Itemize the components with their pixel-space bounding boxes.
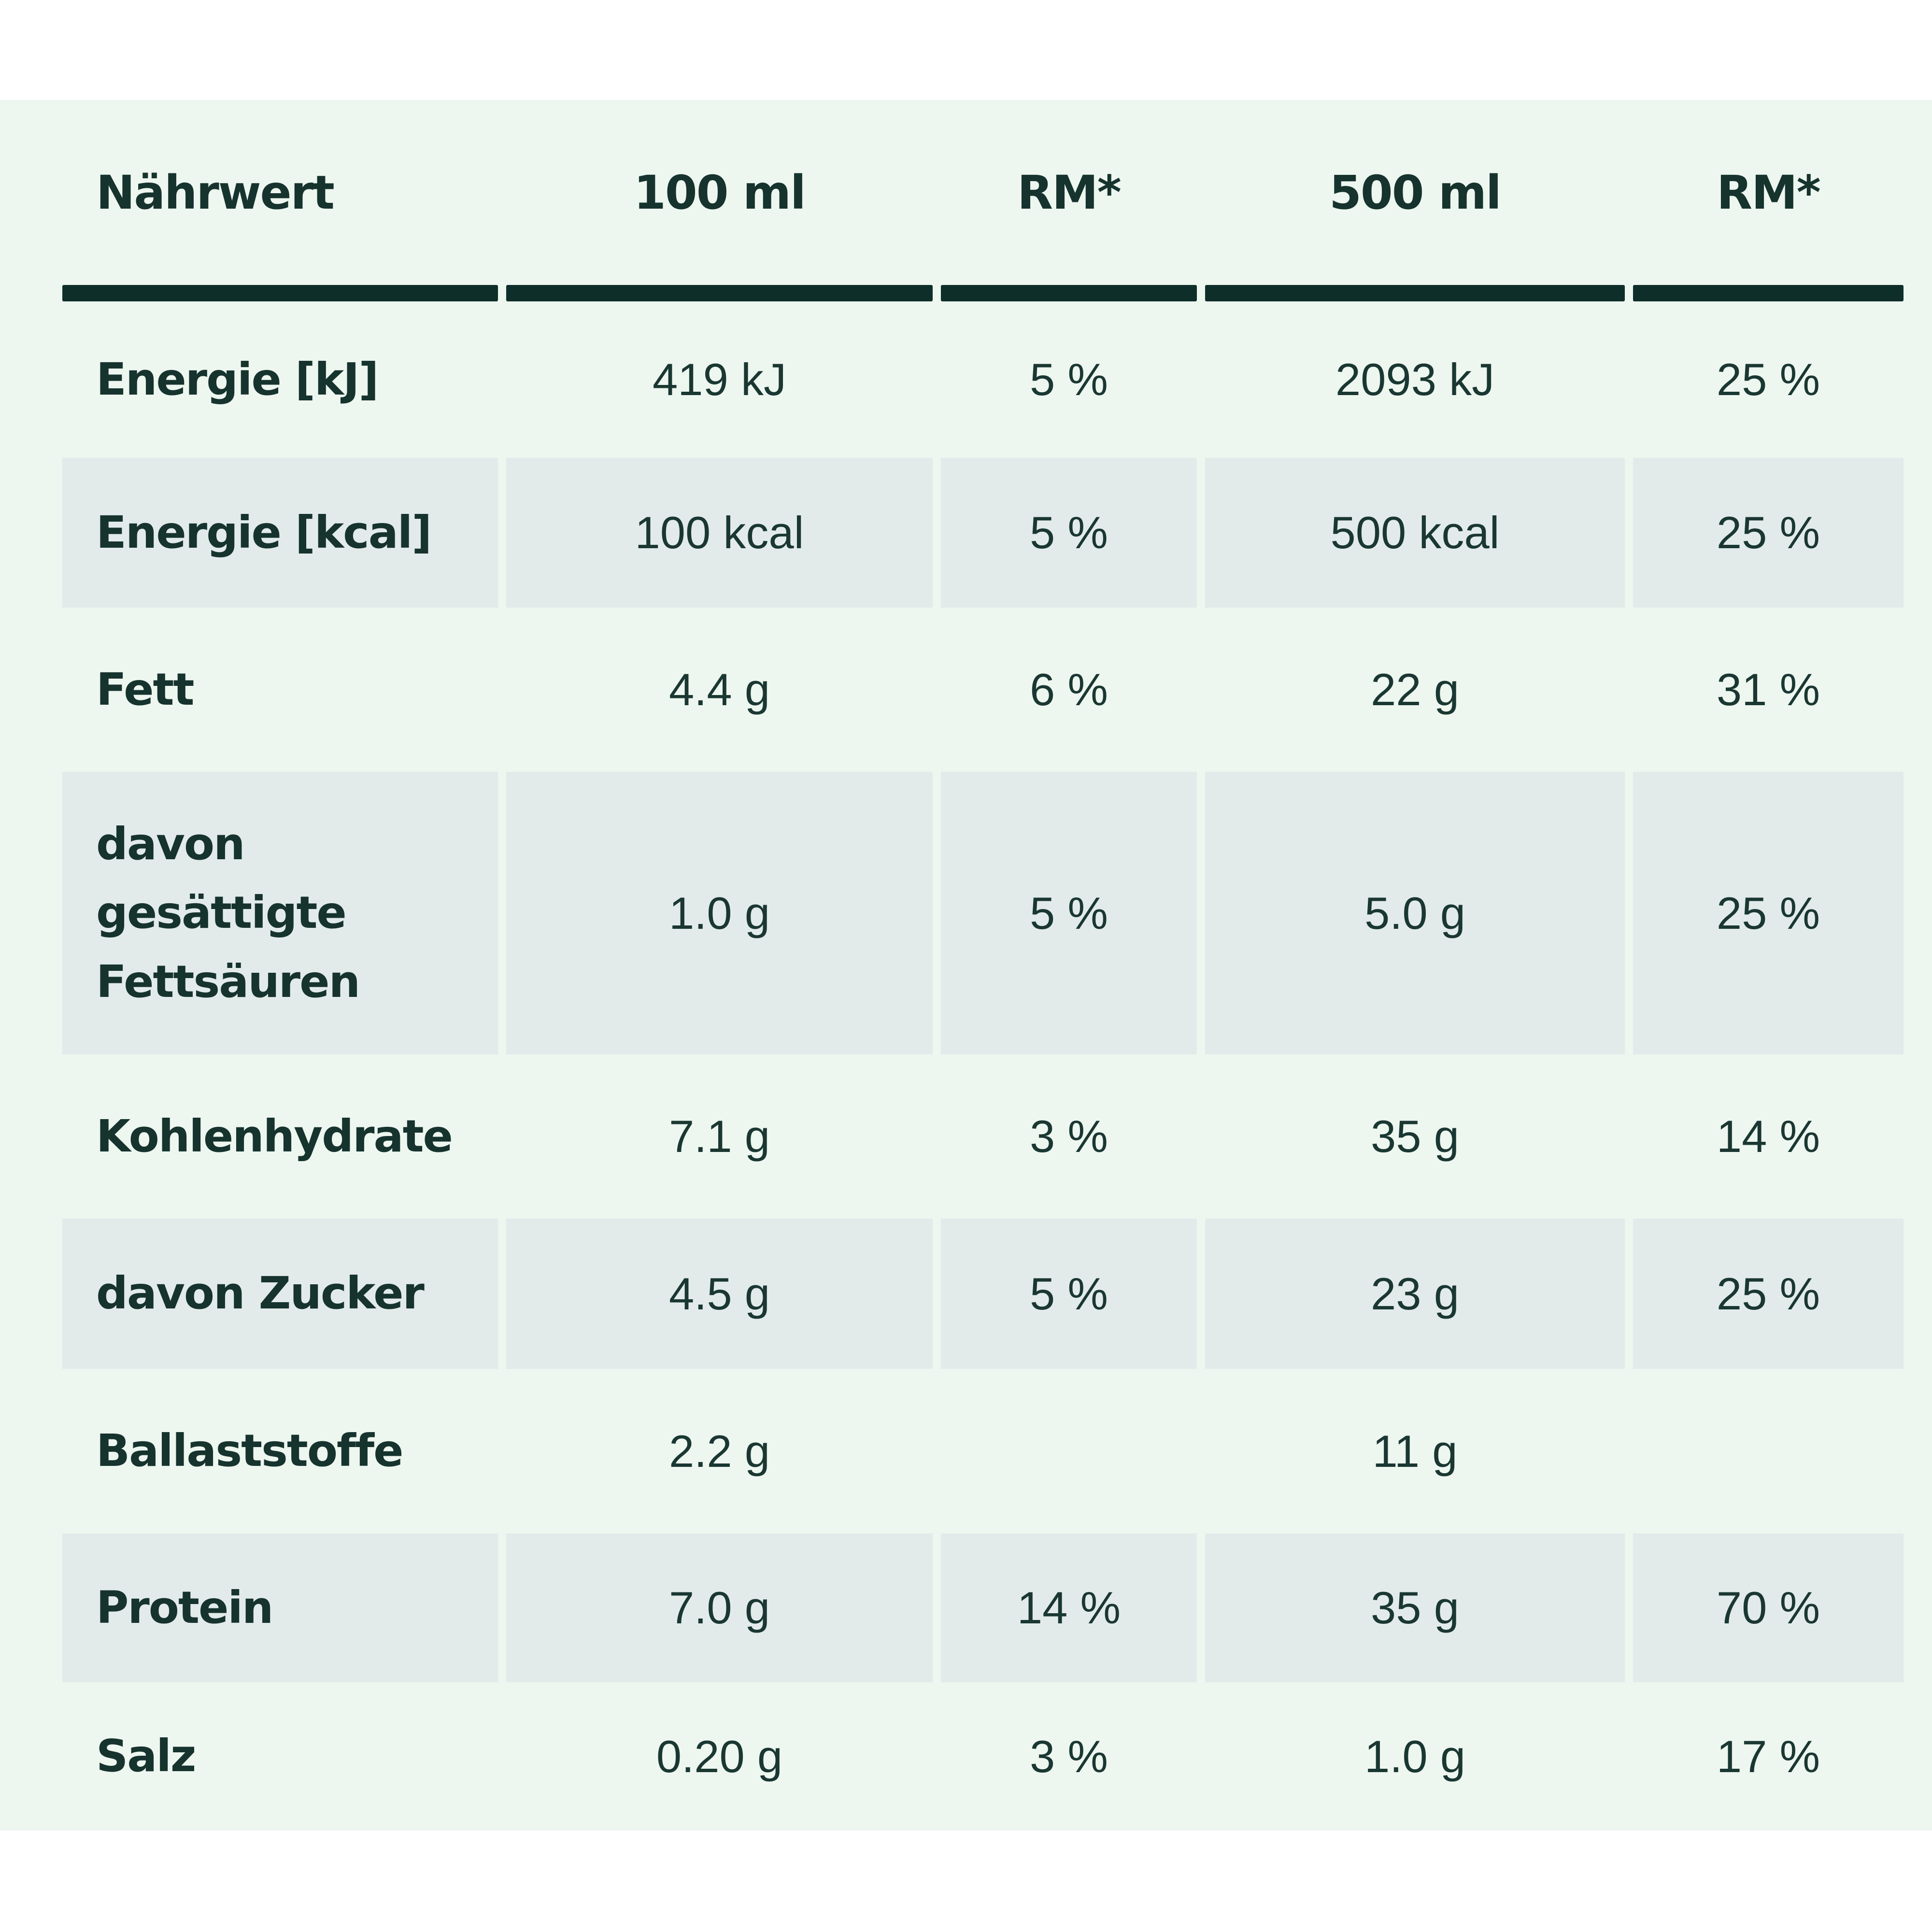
rm-500ml: 25 % (1633, 458, 1904, 608)
rm-100ml: 3 % (1030, 1111, 1108, 1162)
row-label: Energie [kJ] (96, 353, 379, 405)
value-100ml: 0.20 g (656, 1731, 783, 1782)
nutrition-panel: Nährwert 100 ml RM* 500 ml RM* Energie [… (0, 100, 1932, 1831)
rm-500ml: 25 % (1716, 354, 1820, 405)
rm-100ml: 3 % (1030, 1731, 1108, 1782)
value-100ml: 2.2 g (668, 1425, 770, 1477)
row-label: Kohlenhydrate (96, 1110, 453, 1162)
rm-500ml: 14 % (1716, 1111, 1820, 1162)
rm-500ml (1633, 1369, 1904, 1534)
row-label: Fett (96, 663, 194, 715)
rm-500ml: 17 % (1716, 1731, 1820, 1782)
column-header-500ml: 500 ml (1329, 165, 1502, 220)
row-label: Protein (62, 1534, 498, 1682)
row-label: Energie [kcal] (62, 458, 498, 608)
header-divider-bar (1205, 285, 1625, 301)
rm-100ml: 14 % (941, 1534, 1197, 1682)
value-100ml: 7.0 g (506, 1534, 933, 1682)
column-header-nutrient: Nährwert (96, 165, 335, 220)
table-row-gesaettigte-fettsaeuren: davon gesättigte Fettsäuren 1.0 g 5 % 5.… (62, 772, 1932, 1054)
value-500ml: 35 g (1205, 1534, 1625, 1682)
value-100ml: 100 kcal (506, 458, 933, 608)
table-row-davon-zucker: davon Zucker 4.5 g 5 % 23 g 25 % (62, 1219, 1932, 1369)
row-label: davon gesättigte Fettsäuren (62, 772, 498, 1054)
table-row-fett: Fett 4.4 g 6 % 22 g 31 % (62, 608, 1932, 772)
table-row-protein: Protein 7.0 g 14 % 35 g 70 % (62, 1534, 1932, 1682)
column-header-rm-500ml: RM* (1717, 165, 1821, 220)
table-row-energie-kj: Energie [kJ] 419 kJ 5 % 2093 kJ 25 % (62, 301, 1932, 458)
rm-100ml (941, 1369, 1197, 1534)
column-header-100ml: 100 ml (634, 165, 806, 220)
header-divider-bar (62, 285, 498, 301)
rm-500ml: 25 % (1633, 772, 1904, 1054)
value-100ml: 1.0 g (506, 772, 933, 1054)
row-label: Salz (96, 1730, 196, 1782)
value-500ml: 5.0 g (1205, 772, 1625, 1054)
rm-500ml: 25 % (1633, 1219, 1904, 1369)
rm-500ml: 70 % (1633, 1534, 1904, 1682)
value-500ml: 2093 kJ (1335, 354, 1495, 405)
table-row-kohlenhydrate: Kohlenhydrate 7.1 g 3 % 35 g 14 % (62, 1054, 1932, 1219)
value-500ml: 1.0 g (1364, 1731, 1466, 1782)
value-100ml: 4.4 g (668, 664, 770, 715)
value-500ml: 22 g (1371, 664, 1459, 715)
nutrition-table: Nährwert 100 ml RM* 500 ml RM* Energie [… (0, 100, 1932, 1831)
value-500ml: 23 g (1205, 1219, 1625, 1369)
table-row-energie-kcal: Energie [kcal] 100 kcal 5 % 500 kcal 25 … (62, 458, 1932, 608)
table-header-row: Nährwert 100 ml RM* 500 ml RM* (62, 100, 1932, 285)
row-label: Ballaststoffe (96, 1425, 404, 1477)
header-divider-bar (941, 285, 1197, 301)
table-row-salz: Salz 0.20 g 3 % 1.0 g 17 % (62, 1682, 1932, 1831)
value-500ml: 11 g (1372, 1425, 1458, 1477)
rm-100ml: 5 % (1030, 354, 1108, 405)
header-divider-bar (1633, 285, 1904, 301)
value-100ml: 419 kJ (653, 354, 786, 405)
rm-100ml: 5 % (941, 772, 1197, 1054)
rm-500ml: 31 % (1716, 664, 1820, 715)
header-divider-row (62, 285, 1932, 301)
table-row-ballaststoffe: Ballaststoffe 2.2 g 11 g (62, 1369, 1932, 1534)
rm-100ml: 5 % (941, 1219, 1197, 1369)
row-label: davon Zucker (62, 1219, 498, 1369)
value-500ml: 35 g (1371, 1111, 1459, 1162)
value-100ml: 7.1 g (668, 1111, 770, 1162)
value-500ml: 500 kcal (1205, 458, 1625, 608)
column-header-rm-100ml: RM* (1017, 165, 1122, 220)
rm-100ml: 6 % (1030, 664, 1108, 715)
value-100ml: 4.5 g (506, 1219, 933, 1369)
rm-100ml: 5 % (941, 458, 1197, 608)
header-divider-bar (506, 285, 933, 301)
